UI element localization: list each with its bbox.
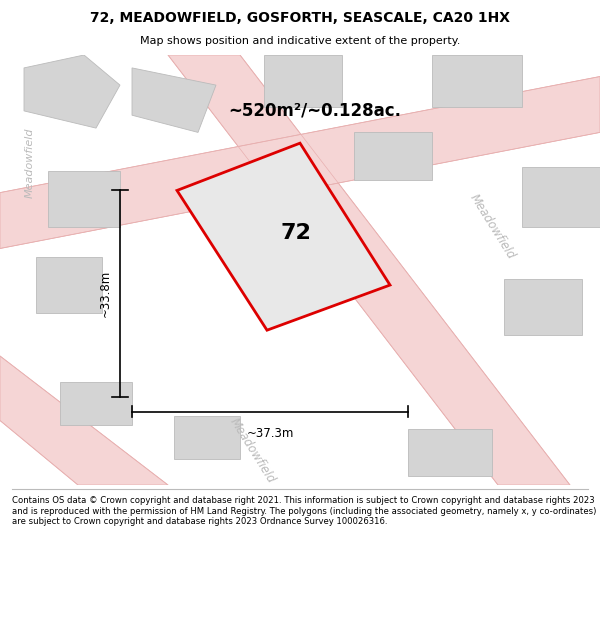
Polygon shape xyxy=(168,55,570,485)
Text: Meadowfield: Meadowfield xyxy=(25,127,35,198)
Text: 72: 72 xyxy=(280,223,311,243)
Polygon shape xyxy=(408,429,492,476)
Polygon shape xyxy=(432,55,522,107)
Polygon shape xyxy=(60,382,132,425)
Polygon shape xyxy=(522,167,600,227)
Text: Meadowfield: Meadowfield xyxy=(467,192,517,262)
Text: Meadowfield: Meadowfield xyxy=(227,416,277,486)
Polygon shape xyxy=(24,55,120,128)
Text: 72, MEADOWFIELD, GOSFORTH, SEASCALE, CA20 1HX: 72, MEADOWFIELD, GOSFORTH, SEASCALE, CA2… xyxy=(90,11,510,25)
Polygon shape xyxy=(504,279,582,334)
Polygon shape xyxy=(0,356,168,485)
Polygon shape xyxy=(177,143,390,330)
Text: ~520m²/~0.128ac.: ~520m²/~0.128ac. xyxy=(228,102,401,120)
Polygon shape xyxy=(0,76,600,249)
Polygon shape xyxy=(174,416,240,459)
Polygon shape xyxy=(354,132,432,180)
Polygon shape xyxy=(132,68,216,132)
Polygon shape xyxy=(264,55,342,107)
Text: Contains OS data © Crown copyright and database right 2021. This information is : Contains OS data © Crown copyright and d… xyxy=(12,496,596,526)
Text: ~37.3m: ~37.3m xyxy=(247,427,293,440)
Text: ~33.8m: ~33.8m xyxy=(98,270,112,318)
Polygon shape xyxy=(36,257,102,313)
Polygon shape xyxy=(48,171,120,227)
Text: Map shows position and indicative extent of the property.: Map shows position and indicative extent… xyxy=(140,36,460,46)
